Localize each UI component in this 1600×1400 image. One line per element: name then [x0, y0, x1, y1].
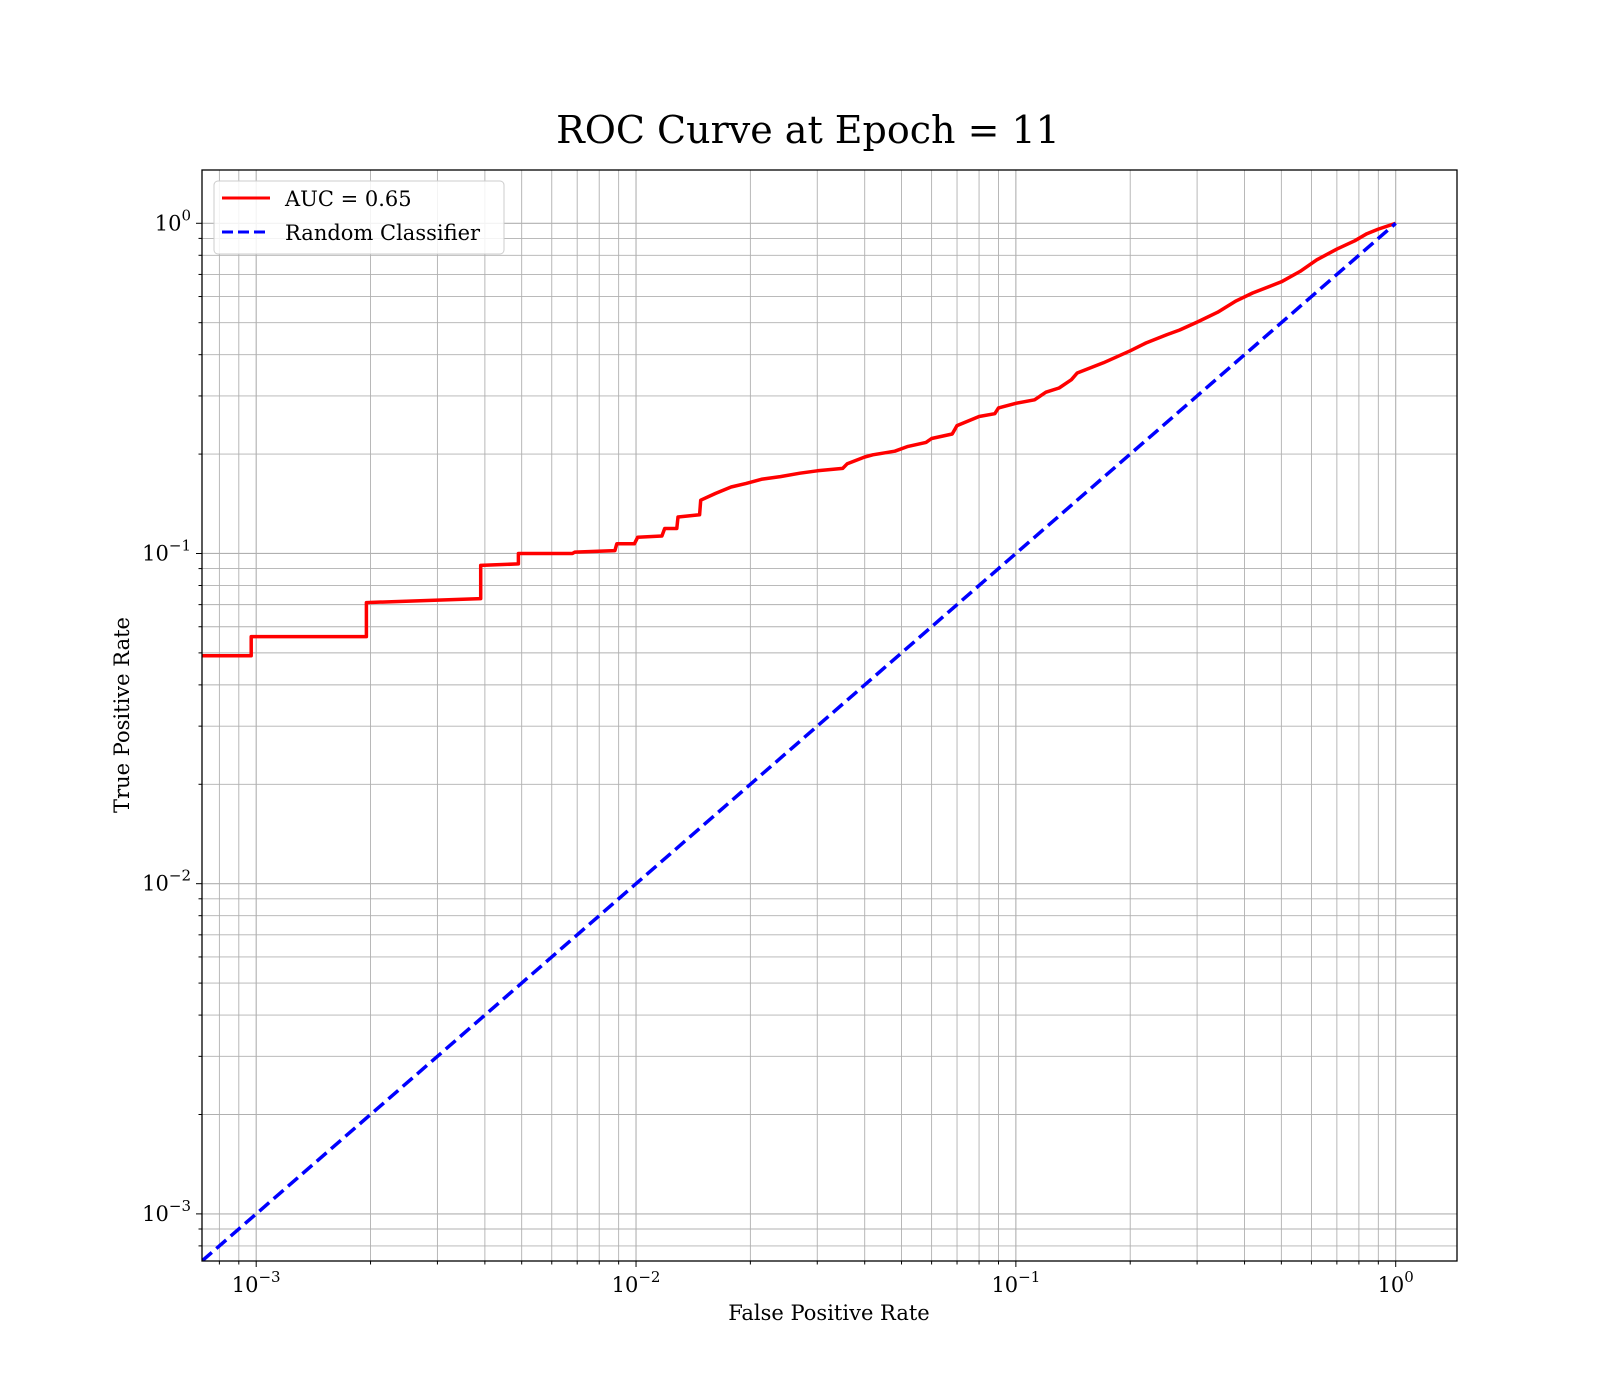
y-tick-label: 100 [155, 206, 191, 235]
axis-ticks: 10−3 10−2 10−1 100 10−3 10−2 10−1 100 [142, 206, 1414, 1297]
grid [202, 170, 1457, 1261]
plot-frame [201, 169, 1458, 1262]
legend-box [213, 180, 505, 255]
chart-title: ROC Curve at Epoch = 11 [556, 108, 1060, 152]
y-tick-label: 10−1 [142, 536, 191, 565]
roc-curve-line [202, 221, 1397, 658]
y-tick-label: 10−3 [142, 1197, 191, 1226]
x-tick-label: 10−2 [612, 1268, 661, 1297]
y-axis-label: True Positive Rate [110, 617, 134, 813]
x-tick-label: 100 [1378, 1268, 1414, 1297]
series-lines [202, 221, 1397, 1261]
legend: AUC = 0.65 Random Classifier [213, 180, 505, 255]
x-tick-label: 10−3 [232, 1268, 281, 1297]
x-axis-label: False Positive Rate [728, 1301, 929, 1325]
legend-label-auc: AUC = 0.65 [284, 187, 412, 211]
y-tick-label: 10−2 [142, 867, 191, 896]
x-tick-label: 10−1 [991, 1268, 1040, 1297]
random-classifier-line [202, 221, 1397, 1261]
legend-label-random: Random Classifier [285, 221, 481, 245]
